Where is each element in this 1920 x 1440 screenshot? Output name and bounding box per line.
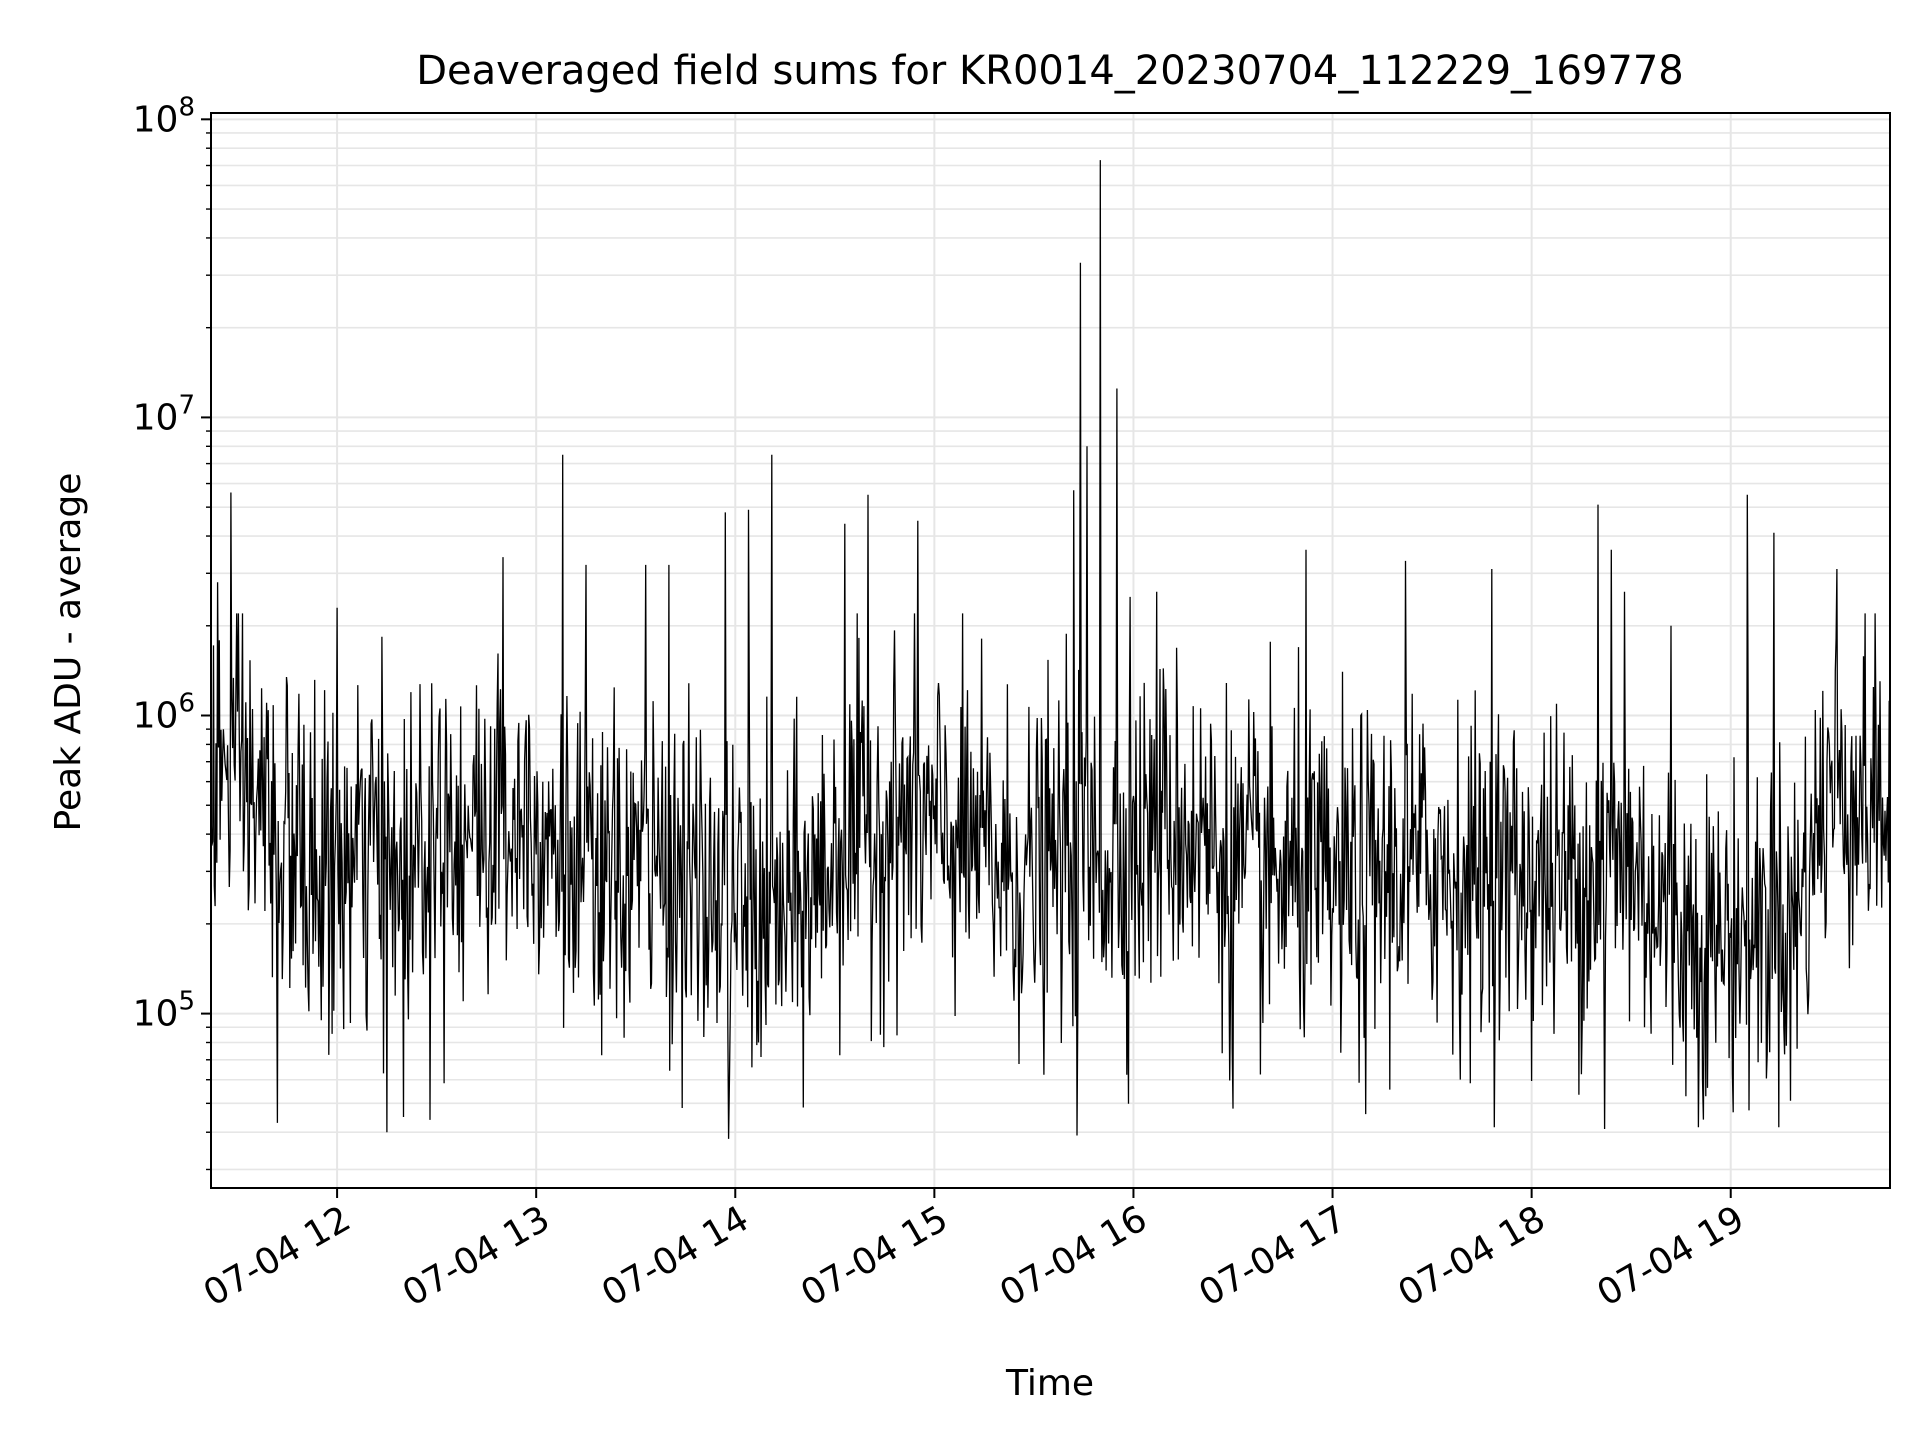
y-tick-exponent: 7 [178,390,195,420]
y-tick-label: 108 [133,92,195,140]
y-tick-label: 105 [133,987,195,1035]
y-tick-label: 107 [133,390,195,438]
y-tick-base: 10 [133,397,179,438]
plot-line-group [210,160,1891,1139]
y-tick-exponent: 5 [178,987,195,1017]
x-axis-label: Time [1005,1363,1094,1404]
y-tick-exponent: 6 [178,689,195,719]
y-tick-base: 10 [133,696,179,737]
chart-title: Deaveraged field sums for KR0014_2023070… [416,48,1684,94]
axes-frame [210,112,1891,1189]
y-tick-label: 106 [133,689,195,737]
y-tick-base: 10 [133,994,179,1035]
y-tick-base: 10 [133,99,179,140]
y-axis-label: Peak ADU - average [48,473,89,832]
series-line [210,160,1891,1139]
y-tick-exponent: 8 [178,92,195,122]
